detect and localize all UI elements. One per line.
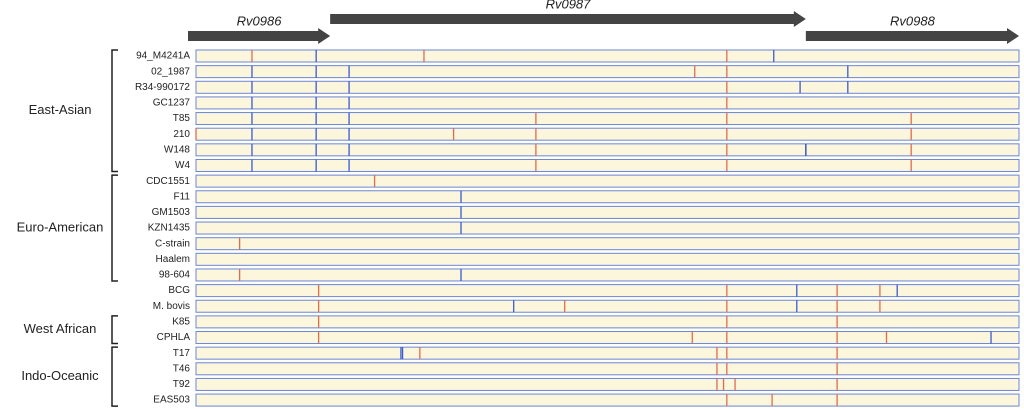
strain-track	[195, 331, 1020, 345]
strain-name: W148	[164, 144, 191, 155]
gene-arrow	[188, 28, 331, 44]
strain-track	[195, 315, 1020, 329]
strain-track	[195, 346, 1020, 360]
strain-name: W4	[175, 160, 190, 171]
strain-name: M. bovis	[153, 301, 190, 312]
strain-name: K85	[172, 317, 190, 328]
strain-name: 02_1987	[151, 66, 190, 77]
strain-track	[195, 362, 1020, 376]
strain-track	[195, 127, 1020, 141]
strain-track	[195, 80, 1020, 94]
strain-track	[195, 205, 1020, 219]
strain-track	[195, 190, 1020, 204]
strain-name: BCG	[168, 285, 190, 296]
strain-track	[195, 143, 1020, 157]
group-label: West African	[24, 321, 97, 336]
strain-name: 94_M4241A	[136, 51, 190, 62]
strain-track	[195, 112, 1020, 126]
gene-label: Rv0986	[237, 13, 283, 28]
strain-track	[195, 65, 1020, 79]
strain-name: Haalem	[156, 254, 190, 265]
strain-name: GM1503	[152, 207, 191, 218]
strain-track	[195, 96, 1020, 110]
strain-name: CPHLA	[157, 332, 191, 343]
group-label: Euro-American	[17, 219, 104, 234]
strain-track	[195, 284, 1020, 298]
strain-track	[195, 252, 1020, 266]
strain-track	[195, 174, 1020, 188]
strain-track	[195, 377, 1020, 391]
strain-name: GC1237	[153, 98, 191, 109]
strain-name: T46	[173, 363, 191, 374]
strain-name: T92	[173, 379, 191, 390]
strain-track	[195, 393, 1020, 407]
group-label: Indo-Oceanic	[21, 368, 99, 383]
strain-name: 98-604	[159, 270, 191, 281]
strain-name: F11	[174, 191, 191, 202]
gene-arrow	[805, 28, 1019, 44]
gene-label: Rv0988	[890, 13, 936, 28]
strain-track	[195, 221, 1020, 235]
strain-track	[195, 49, 1020, 63]
strain-name: EAS503	[153, 395, 190, 406]
strain-track	[195, 158, 1020, 172]
strain-track	[195, 237, 1020, 251]
group-bracket	[111, 315, 118, 345]
strain-name: 210	[173, 129, 190, 140]
strain-track	[195, 299, 1020, 313]
gene-arrow	[330, 11, 806, 27]
strain-track	[195, 268, 1020, 282]
strain-name: T17	[173, 348, 191, 359]
gene-label: Rv0987	[546, 0, 592, 11]
strain-name: CDC1551	[146, 176, 190, 187]
strain-name: C-strain	[155, 238, 190, 249]
strain-name: KZN1435	[148, 223, 191, 234]
group-label: East-Asian	[29, 102, 92, 117]
group-bracket	[111, 346, 118, 407]
group-bracket	[111, 49, 118, 173]
group-bracket	[111, 174, 118, 282]
strain-name: R34-990172	[135, 82, 190, 93]
strain-name: T85	[173, 113, 191, 124]
